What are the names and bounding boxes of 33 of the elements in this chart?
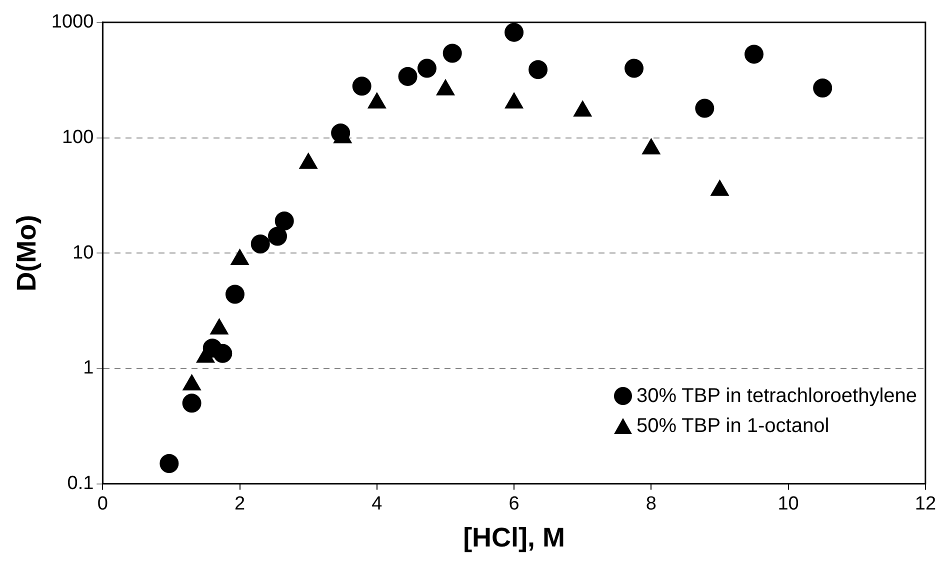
point: [250, 234, 270, 254]
x-tick-label: 2: [234, 493, 246, 514]
x-tick-label: 6: [508, 493, 520, 514]
point: [528, 60, 548, 80]
point: [274, 211, 294, 230]
point: [268, 226, 288, 246]
y-tick-label: 1000: [51, 12, 94, 33]
point: [160, 454, 179, 473]
x-tick-label: 0: [97, 493, 108, 514]
point: [352, 76, 372, 96]
y-tick-label: 0.1: [67, 473, 94, 494]
y-tick-label: 1: [83, 358, 94, 379]
point: [504, 22, 524, 42]
point: [213, 344, 232, 363]
x-tick-label: 4: [372, 493, 383, 514]
point: [744, 44, 764, 64]
point: [624, 58, 644, 78]
point: [182, 394, 202, 413]
point: [695, 98, 714, 118]
legend-label: 50% TBP in 1-octanol: [636, 414, 830, 438]
x-tick-label: 10: [778, 493, 799, 514]
legend-label: 30% TBP in tetrachloroethylene: [636, 384, 917, 408]
point: [442, 44, 462, 63]
point: [398, 66, 418, 86]
point: [225, 284, 244, 304]
y-axis-title: D(Mo): [12, 214, 42, 292]
x-tick-label: 12: [914, 493, 936, 514]
point: [417, 58, 436, 78]
x-tick-label: 8: [646, 493, 656, 514]
y-tick-label: 10: [72, 242, 94, 264]
x-axis-title: [HCl], M: [463, 522, 566, 552]
y-tick-label: 100: [62, 126, 94, 148]
point: [813, 78, 832, 98]
